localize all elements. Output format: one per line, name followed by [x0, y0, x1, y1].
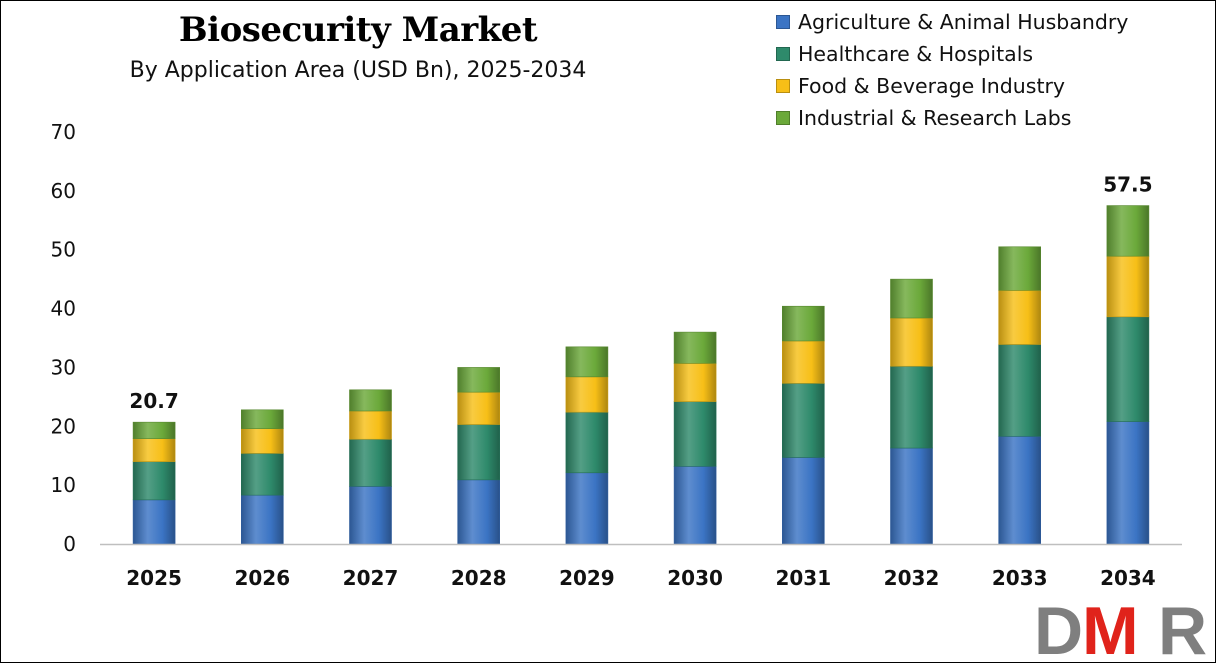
y-tick-label: 30 — [51, 355, 76, 379]
bar-segment-food — [457, 391, 501, 425]
legend-swatch-food — [776, 79, 790, 93]
bar-stack-2034 — [1106, 205, 1150, 545]
legend-swatch-industrial — [776, 111, 790, 125]
y-tick-label: 20 — [51, 414, 76, 438]
x-tick-label: 2034 — [1100, 566, 1156, 590]
bar-segment-industrial — [132, 421, 176, 439]
x-tick-label: 2028 — [451, 566, 507, 590]
bar-segment-industrial — [1106, 205, 1150, 257]
bar-segment-agriculture — [673, 466, 717, 545]
bar-segment-industrial — [457, 367, 501, 393]
bar-segment-food — [998, 290, 1042, 345]
bar-segment-healthcare — [457, 424, 501, 481]
bar-segment-agriculture — [241, 494, 284, 545]
bar-segment-industrial — [349, 389, 392, 412]
bar-segment-agriculture — [132, 499, 176, 545]
bar-segment-healthcare — [890, 365, 933, 449]
legend-swatch-agriculture — [776, 15, 790, 29]
chart-title: Biosecurity Market — [178, 10, 538, 50]
bar-segment-agriculture — [890, 447, 933, 545]
bar-segment-healthcare — [673, 401, 717, 467]
y-tick-label: 10 — [51, 473, 76, 497]
bar-stack-2033 — [998, 246, 1042, 545]
bar-segment-healthcare — [998, 344, 1042, 437]
bar-segment-healthcare — [1106, 316, 1150, 422]
chart-legend: Agriculture & Animal Husbandry Healthcar… — [776, 6, 1128, 134]
y-axis: 0 10 20 30 40 50 60 70 — [51, 120, 76, 556]
bar-segment-industrial — [565, 346, 609, 378]
bar-segment-agriculture — [1106, 421, 1150, 545]
x-tick-label: 2027 — [343, 566, 399, 590]
bar-segment-agriculture — [998, 435, 1042, 545]
bar-segment-food — [890, 317, 933, 367]
bar-stack-2031 — [781, 305, 825, 545]
bar-segment-industrial — [241, 409, 284, 429]
legend-label-agriculture: Agriculture & Animal Husbandry — [798, 10, 1129, 34]
legend-swatch-healthcare — [776, 47, 790, 61]
bar-stack-2030 — [673, 331, 717, 545]
bar-segment-healthcare — [565, 411, 609, 474]
legend-item-agriculture: Agriculture & Animal Husbandry — [776, 6, 1128, 38]
bar-stack-2032 — [890, 278, 933, 545]
legend-label-industrial: Industrial & Research Labs — [798, 106, 1072, 130]
legend-label-food: Food & Beverage Industry — [798, 74, 1066, 98]
bar-stack-2029 — [565, 346, 609, 545]
legend-label-healthcare: Healthcare & Hospitals — [798, 42, 1034, 66]
y-tick-label: 60 — [51, 179, 76, 203]
bar-segment-industrial — [781, 305, 825, 342]
bar-segment-healthcare — [349, 438, 392, 487]
y-tick-label: 40 — [51, 297, 76, 321]
logo-letter-m: M — [1082, 598, 1139, 660]
bar-segment-agriculture — [781, 457, 825, 545]
bar-segment-food — [349, 410, 392, 440]
x-tick-label: 2025 — [126, 566, 182, 590]
bar-segment-food — [565, 376, 609, 413]
bar-segment-healthcare — [132, 461, 176, 501]
data-label-2034: 57.5 — [1103, 173, 1152, 197]
x-tick-label: 2026 — [234, 566, 290, 590]
x-axis: 2025 2026 2027 2028 2029 2030 2031 2032 2033 2034 — [100, 543, 1182, 590]
bar-segment-healthcare — [781, 383, 825, 458]
bar-stack-2025 — [132, 421, 176, 545]
bar-segment-industrial — [998, 246, 1042, 291]
y-tick-label: 50 — [51, 238, 76, 262]
bar-segment-food — [241, 428, 284, 454]
x-tick-label: 2030 — [667, 566, 723, 590]
bar-segment-agriculture — [457, 479, 501, 545]
bar-segment-food — [781, 340, 825, 384]
bar-segment-industrial — [673, 331, 717, 364]
x-tick-label: 2029 — [559, 566, 615, 590]
bar-segment-food — [1106, 255, 1150, 318]
bar-stack-2027 — [349, 389, 392, 545]
logo-letter-r: R — [1158, 598, 1207, 660]
logo-letter-d: D — [1034, 598, 1083, 660]
bar-segment-agriculture — [349, 486, 392, 545]
bar-segment-food — [132, 438, 176, 462]
bar-segment-healthcare — [241, 453, 284, 496]
legend-item-industrial: Industrial & Research Labs — [776, 102, 1128, 134]
bars — [132, 205, 1150, 545]
bar-stack-2026 — [241, 409, 284, 545]
bar-segment-food — [673, 363, 717, 402]
data-label-2025: 20.7 — [129, 389, 178, 413]
y-tick-label: 0 — [63, 532, 76, 556]
y-tick-label: 70 — [51, 120, 76, 144]
x-tick-label: 2033 — [992, 566, 1048, 590]
dmr-logo: D M R — [1034, 598, 1207, 660]
chart-subtitle: By Application Area (USD Bn), 2025-2034 — [129, 58, 587, 83]
bar-segment-agriculture — [565, 472, 609, 545]
data-labels: 20.7 57.5 — [129, 173, 1152, 414]
legend-item-food: Food & Beverage Industry — [776, 70, 1128, 102]
x-tick-label: 2031 — [775, 566, 831, 590]
x-tick-label: 2032 — [884, 566, 940, 590]
bar-stack-2028 — [457, 367, 501, 545]
bar-segment-industrial — [890, 278, 933, 319]
legend-item-healthcare: Healthcare & Hospitals — [776, 38, 1128, 70]
